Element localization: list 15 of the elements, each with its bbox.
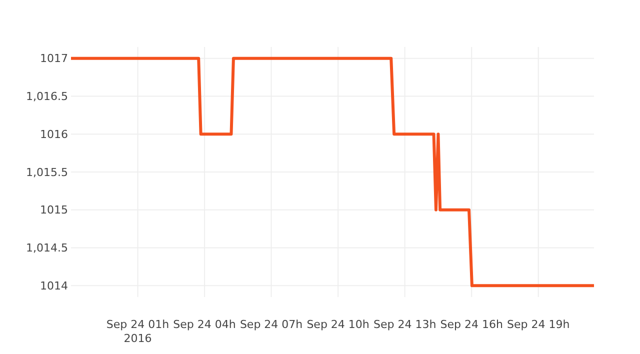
- y-tick-label: 1,016.5: [26, 90, 68, 104]
- y-tick-label: 1017: [40, 52, 68, 66]
- y-tick-label: 1015: [40, 204, 68, 217]
- x-tick-label: Sep 24 13h: [373, 318, 436, 331]
- x-tick-label: Sep 24 07h: [240, 318, 303, 331]
- x-tick-label: Sep 24 19h: [507, 318, 570, 331]
- y-tick-label: 1,014.5: [26, 242, 68, 255]
- y-tick-label: 1016: [40, 128, 68, 141]
- x-tick-label: Sep 24 04h: [173, 318, 236, 331]
- line-series: [70, 56, 596, 288]
- x-tick-label: Sep 24 10h: [306, 318, 370, 331]
- y-tick-label: 1,015.5: [26, 166, 68, 179]
- y-tick-label: 1014: [40, 279, 68, 292]
- x-tick-label: Sep 24 01h 2016: [106, 318, 170, 345]
- x-tick-label: Sep 24 16h: [440, 318, 503, 331]
